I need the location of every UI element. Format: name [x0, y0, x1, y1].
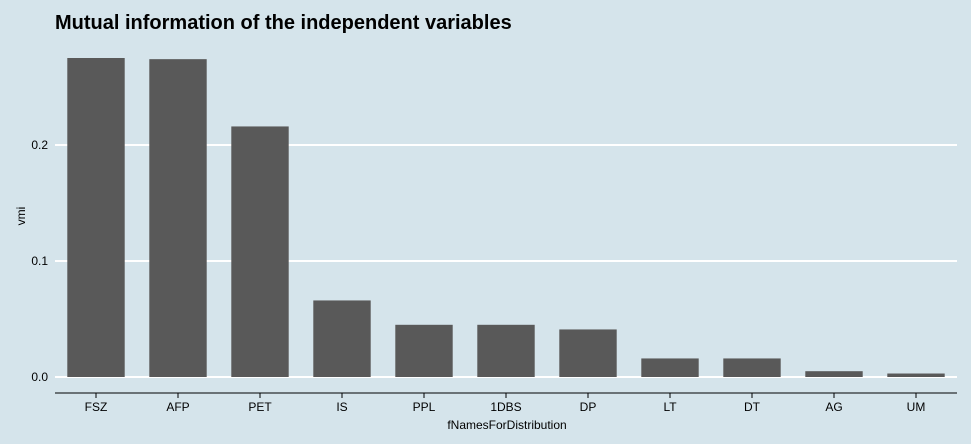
x-tick-label: PPL [413, 400, 436, 414]
bar-is [313, 300, 371, 377]
bar-ag [805, 371, 863, 377]
bars [67, 58, 945, 377]
x-tick-label: IS [336, 400, 347, 414]
x-tick-label: LT [663, 400, 677, 414]
y-tick-label: 0.2 [31, 138, 48, 152]
x-tick-label: DP [580, 400, 597, 414]
x-tick-label: UM [907, 400, 926, 414]
x-tick-label: AG [825, 400, 842, 414]
y-tick-label: 0.1 [31, 254, 48, 268]
x-tick-label: DT [744, 400, 761, 414]
bar-afp [149, 59, 207, 377]
bar-um [887, 373, 945, 377]
bar-fsz [67, 58, 125, 377]
x-axis-label: fNamesForDistribution [447, 418, 566, 432]
bar-lt [641, 358, 699, 377]
y-axis-label: vmi [14, 207, 28, 226]
x-tick-label: PET [248, 400, 272, 414]
y-tick-label: 0.0 [31, 370, 48, 384]
bar-dp [559, 329, 617, 377]
bar-dt [723, 358, 781, 377]
bar-1dbs [477, 324, 535, 377]
axes: 0.0 0.1 0.2 FSZ AFP PET IS PPL 1DBS DP LT DT AG UM [31, 138, 957, 414]
x-tick-label: 1DBS [490, 400, 521, 414]
bar-pet [231, 126, 289, 377]
x-tick-label: FSZ [85, 400, 108, 414]
x-tick-label: AFP [166, 400, 189, 414]
chart-title: Mutual information of the independent va… [55, 12, 512, 34]
bar-ppl [395, 324, 453, 377]
